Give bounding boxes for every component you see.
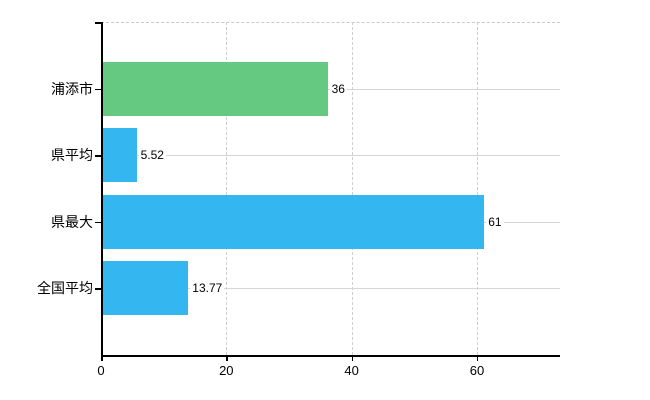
category-label: 県平均 [51, 147, 93, 164]
bar-value-label: 61 [486, 214, 504, 229]
y-axis-tick [95, 88, 101, 91]
x-tick-label: 60 [469, 363, 485, 378]
category-label: 浦添市 [51, 80, 93, 97]
vertical-gridline [226, 22, 228, 355]
y-axis-line [101, 22, 103, 360]
bar [102, 61, 328, 116]
plot-top-gridline [101, 22, 560, 23]
vertical-gridline [476, 22, 478, 355]
bar [102, 261, 189, 316]
bar [102, 128, 137, 183]
y-axis-tick [95, 221, 101, 224]
x-axis-tick [476, 355, 479, 361]
x-tick-label: 0 [97, 363, 105, 378]
category-label: 全国平均 [37, 280, 93, 297]
x-axis-line [101, 355, 560, 357]
x-axis-tick [226, 355, 228, 361]
x-axis-tick [351, 355, 354, 361]
bar-value-label: 5.52 [138, 148, 166, 163]
x-axis-tick [101, 355, 103, 361]
y-axis-tick [95, 155, 101, 157]
vertical-gridline [351, 22, 353, 355]
horizontal-gridline [101, 288, 560, 290]
bar-value-label: 13.77 [190, 281, 225, 296]
category-label: 県最大 [51, 213, 93, 230]
y-axis-tick [95, 22, 101, 24]
bar-value-label: 36 [329, 81, 347, 96]
x-tick-label: 20 [219, 363, 234, 378]
bar [102, 194, 485, 249]
horizontal-gridline [101, 155, 560, 157]
x-tick-label: 40 [344, 363, 359, 378]
y-axis-tick [95, 288, 101, 290]
